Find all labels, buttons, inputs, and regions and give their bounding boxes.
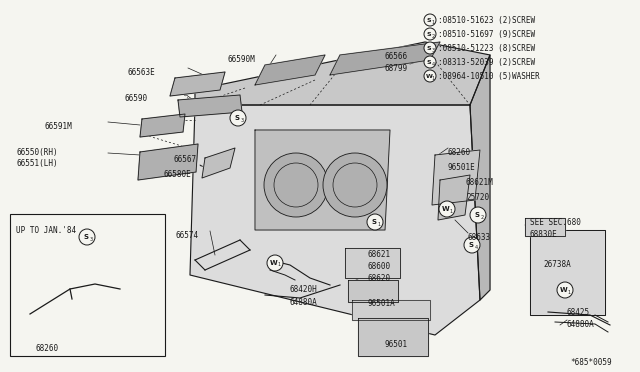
- Polygon shape: [202, 148, 235, 178]
- Text: S: S: [474, 212, 479, 218]
- Text: 1: 1: [432, 76, 435, 80]
- Polygon shape: [140, 114, 185, 137]
- Circle shape: [323, 153, 387, 217]
- Circle shape: [557, 282, 573, 298]
- Text: 68799: 68799: [385, 64, 408, 73]
- Circle shape: [424, 42, 436, 54]
- Text: S: S: [427, 60, 431, 64]
- Text: 1: 1: [432, 19, 435, 25]
- Text: W: W: [426, 74, 433, 78]
- Text: 96501E: 96501E: [448, 163, 476, 172]
- Polygon shape: [195, 42, 490, 105]
- Circle shape: [439, 201, 455, 217]
- Text: 1: 1: [378, 221, 381, 227]
- Circle shape: [470, 207, 486, 223]
- Polygon shape: [190, 105, 480, 335]
- Polygon shape: [330, 42, 440, 75]
- Text: SEE SEC.680: SEE SEC.680: [530, 218, 581, 227]
- Circle shape: [464, 237, 480, 253]
- Polygon shape: [352, 300, 430, 320]
- Text: 68260: 68260: [448, 148, 471, 157]
- Text: 64880A: 64880A: [290, 298, 317, 307]
- Text: 1: 1: [449, 208, 452, 214]
- Polygon shape: [438, 175, 470, 220]
- Text: 66580E: 66580E: [163, 170, 191, 179]
- Polygon shape: [255, 130, 390, 230]
- Text: 66591M: 66591M: [44, 122, 72, 131]
- Text: 26738A: 26738A: [543, 260, 571, 269]
- Text: 3: 3: [90, 237, 93, 241]
- Text: 64880A: 64880A: [567, 320, 595, 329]
- Circle shape: [424, 56, 436, 68]
- Text: 66590M: 66590M: [228, 55, 256, 64]
- Polygon shape: [358, 318, 428, 356]
- Text: 68600: 68600: [368, 262, 391, 271]
- Text: 66567: 66567: [173, 155, 196, 164]
- Text: 66566: 66566: [385, 52, 408, 61]
- Text: 4: 4: [474, 244, 477, 250]
- Text: 96501A: 96501A: [368, 299, 396, 308]
- Text: S: S: [83, 234, 88, 240]
- Text: UP TO JAN.'84: UP TO JAN.'84: [16, 226, 76, 235]
- Text: 2: 2: [432, 33, 435, 38]
- Text: S: S: [468, 242, 474, 248]
- Text: 66590: 66590: [125, 94, 148, 103]
- Polygon shape: [345, 248, 400, 278]
- Polygon shape: [432, 150, 480, 205]
- Bar: [10, 214, 165, 356]
- Polygon shape: [178, 95, 242, 117]
- Polygon shape: [525, 218, 565, 236]
- Text: 68830E: 68830E: [530, 230, 557, 239]
- Text: 3: 3: [432, 48, 435, 52]
- Text: 66563E: 66563E: [127, 68, 155, 77]
- Polygon shape: [138, 144, 198, 180]
- Text: :08964-10510 (5)WASHER: :08964-10510 (5)WASHER: [438, 71, 540, 80]
- Text: :08313-52039 (2)SCREW: :08313-52039 (2)SCREW: [438, 58, 535, 67]
- Text: S: S: [427, 45, 431, 51]
- Text: 68420H: 68420H: [290, 285, 317, 294]
- Text: 66574: 66574: [175, 231, 198, 240]
- Text: S: S: [234, 115, 239, 121]
- Text: 66551(LH): 66551(LH): [17, 159, 58, 168]
- Text: :08510-51697 (9)SCREW: :08510-51697 (9)SCREW: [438, 29, 535, 38]
- Polygon shape: [530, 230, 605, 315]
- Text: *685*0059: *685*0059: [570, 358, 612, 367]
- Text: 68621: 68621: [368, 250, 391, 259]
- Text: W: W: [442, 206, 450, 212]
- Text: :08510-51223 (8)SCREW: :08510-51223 (8)SCREW: [438, 44, 535, 52]
- Text: 1: 1: [568, 289, 571, 295]
- Polygon shape: [348, 280, 398, 302]
- Text: 68260: 68260: [35, 344, 58, 353]
- Text: S: S: [371, 219, 376, 225]
- Text: 66550(RH): 66550(RH): [17, 148, 58, 157]
- Text: 1: 1: [277, 263, 280, 267]
- Circle shape: [79, 229, 95, 245]
- Text: S: S: [427, 32, 431, 36]
- Circle shape: [264, 153, 328, 217]
- Text: 4: 4: [432, 61, 435, 67]
- Text: 68633: 68633: [468, 233, 491, 242]
- Text: S: S: [427, 17, 431, 22]
- Text: W: W: [270, 260, 278, 266]
- Circle shape: [424, 28, 436, 40]
- Text: 68425: 68425: [567, 308, 590, 317]
- Text: 68621M: 68621M: [466, 178, 493, 187]
- Text: 2: 2: [481, 215, 484, 219]
- Text: 25720: 25720: [466, 193, 489, 202]
- Polygon shape: [255, 55, 325, 85]
- Circle shape: [367, 214, 383, 230]
- Circle shape: [230, 110, 246, 126]
- Circle shape: [267, 255, 283, 271]
- Text: W: W: [560, 287, 568, 293]
- Circle shape: [424, 14, 436, 26]
- Polygon shape: [470, 55, 490, 300]
- Text: :08510-51623 (2)SCREW: :08510-51623 (2)SCREW: [438, 16, 535, 25]
- Text: 96501: 96501: [385, 340, 408, 349]
- Text: 3: 3: [241, 118, 244, 122]
- Circle shape: [424, 70, 436, 82]
- Text: 68620: 68620: [368, 274, 391, 283]
- Polygon shape: [170, 72, 225, 96]
